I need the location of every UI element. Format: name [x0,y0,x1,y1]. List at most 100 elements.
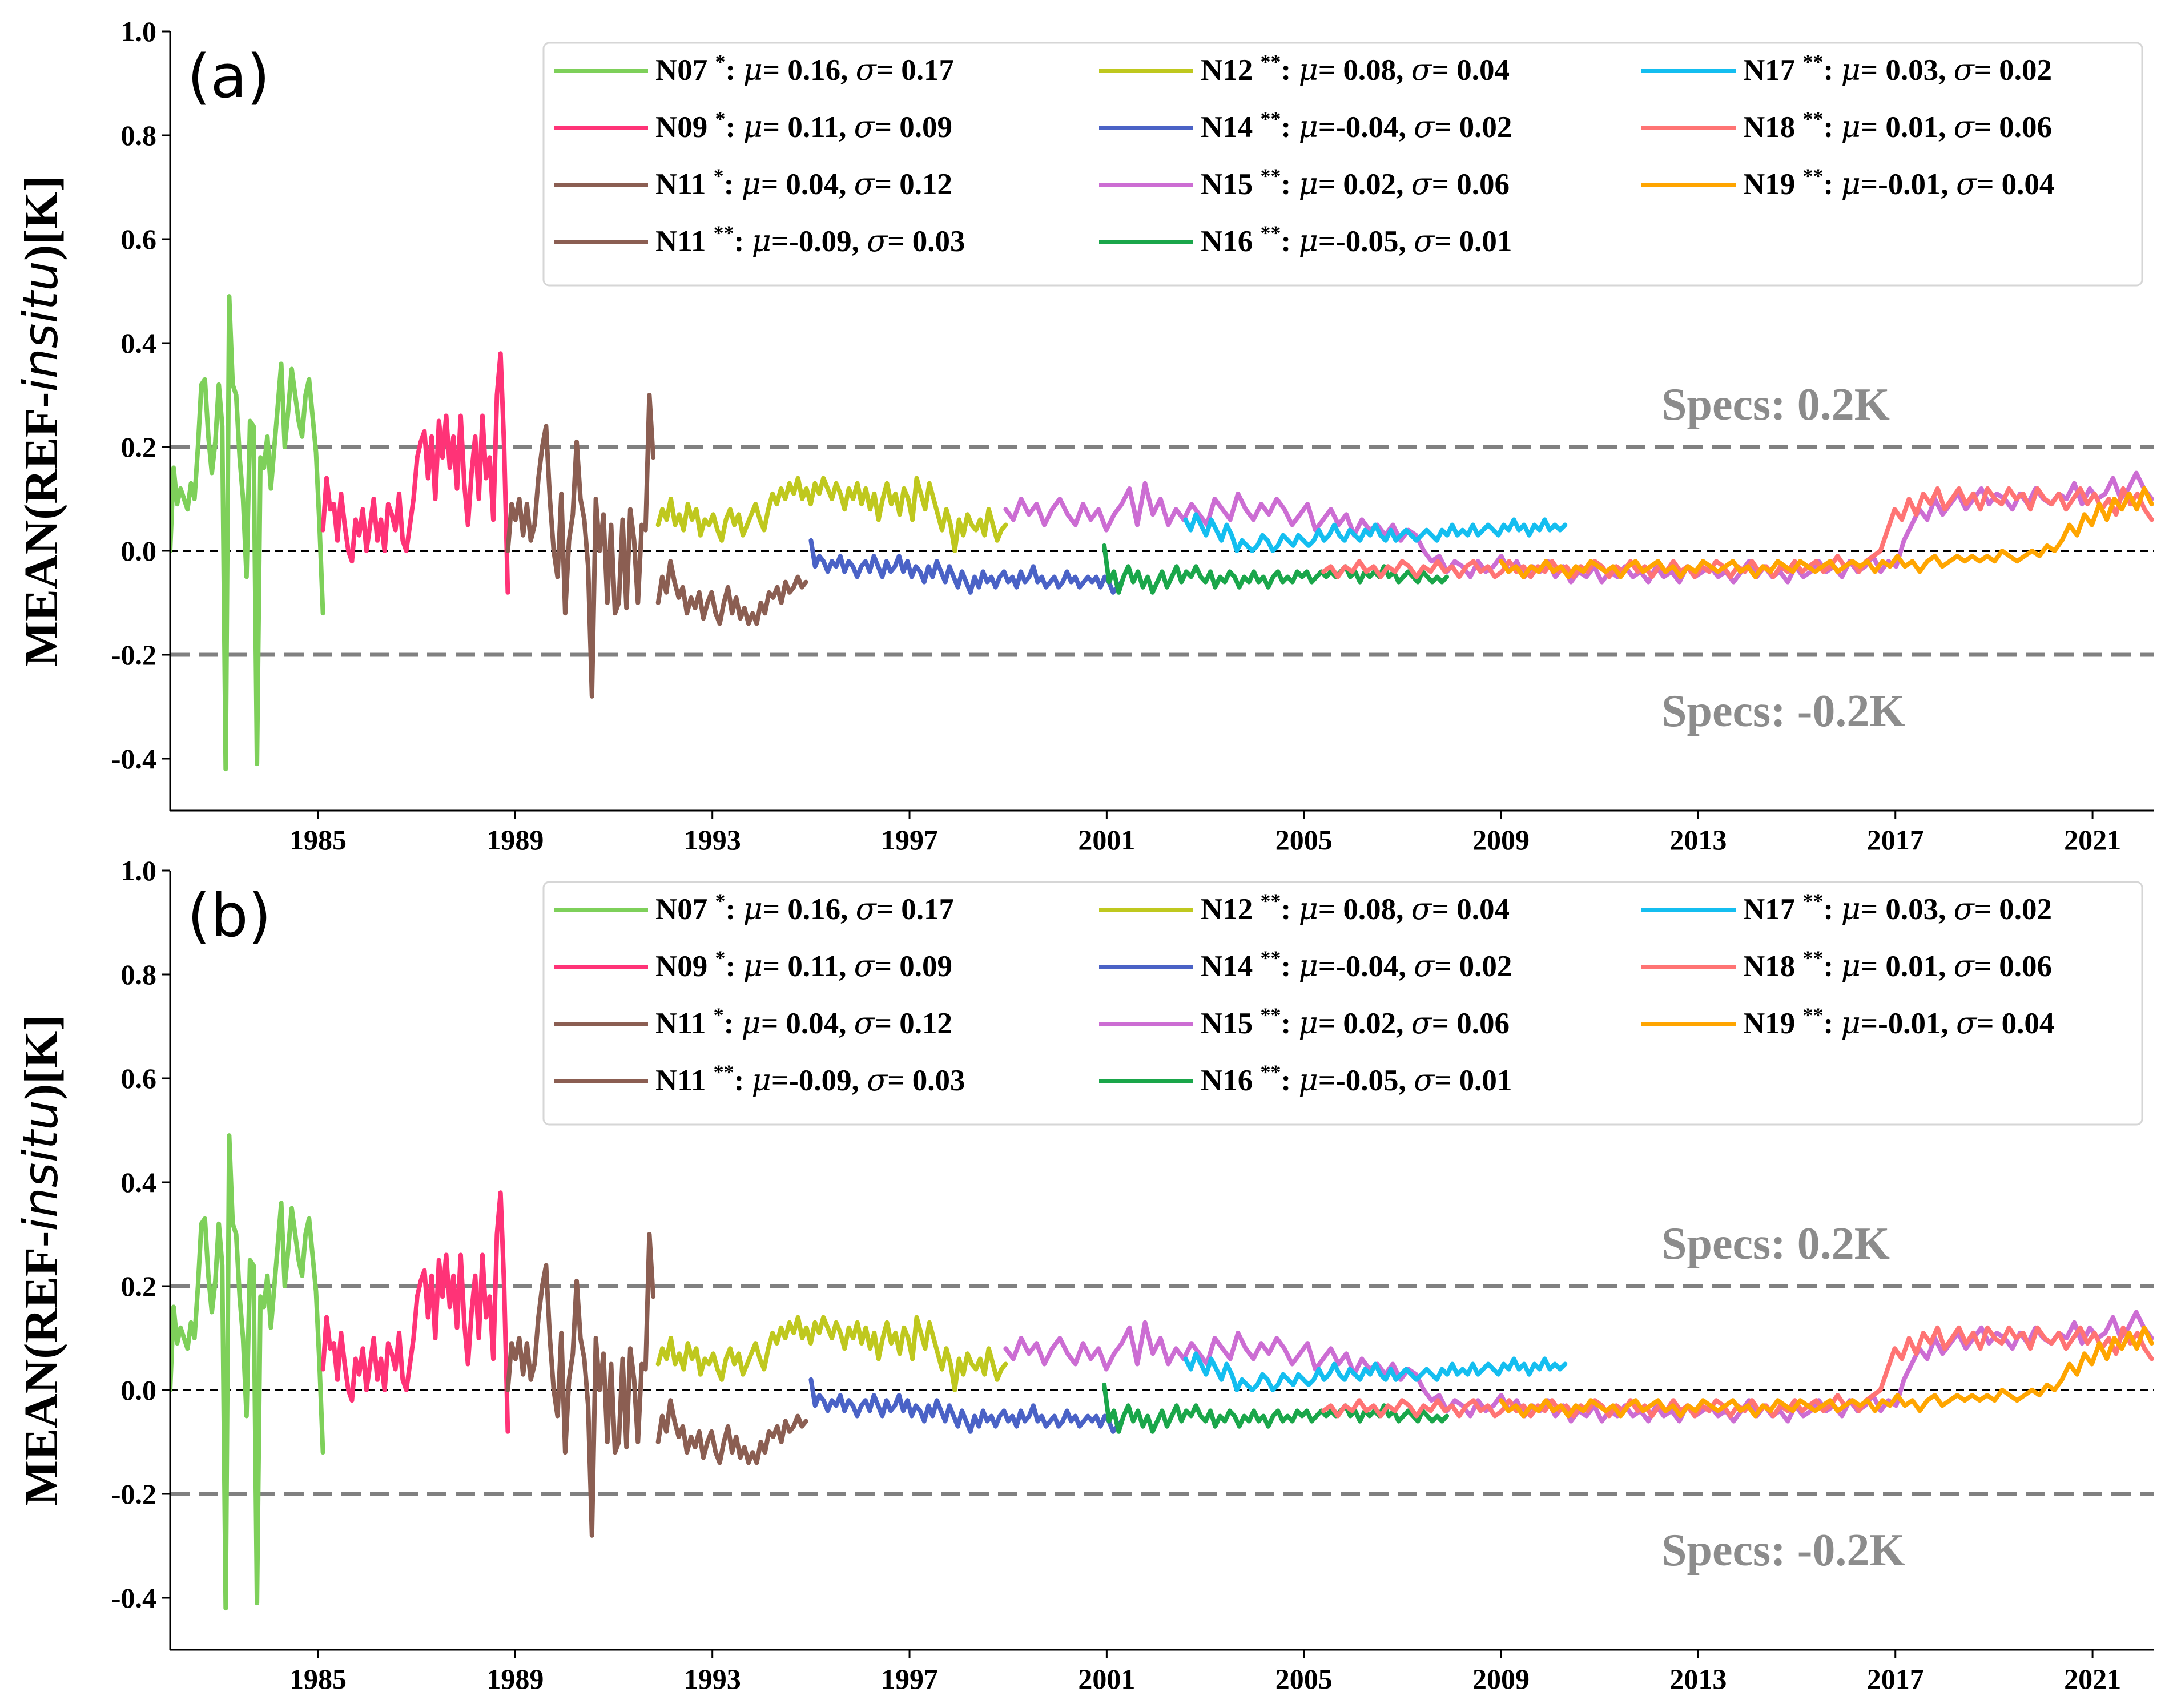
legend-item: N07 *: μ= 0.16, σ= 0.17 [554,889,954,926]
legend-item: N14 **: μ=-0.04, σ= 0.02 [1099,107,1512,144]
x-tick-label: 2021 [2064,1663,2121,1695]
series-line-n11-a [505,393,656,699]
legend-label: N12 **: μ= 0.08, σ= 0.04 [1201,889,1510,926]
x-tick-label: 1985 [289,824,347,856]
y-axis-label: MEAN(REF-insitu)[K] [13,176,69,667]
legend-label: N07 *: μ= 0.16, σ= 0.17 [655,889,954,926]
x-tick-label: 1993 [684,1663,741,1695]
y-tick-label: -0.4 [111,1582,156,1614]
x-tick-label: 2005 [1275,824,1333,856]
legend-item: N19 **: μ=-0.01, σ= 0.04 [1641,164,2054,202]
x-tick-label: 1989 [486,824,544,856]
data-lines [170,294,2154,772]
y-tick-label: 1.0 [121,15,157,47]
legend-item: N09 *: μ= 0.11, σ= 0.09 [554,107,952,144]
x-tick-label: 1989 [486,1663,544,1695]
spec-upper-label: Specs: 0.2K [1661,1219,1890,1269]
spec-lower-label: Specs: -0.2K [1661,686,1905,736]
series-line-n11-b [655,1398,808,1465]
panel-b: -0.4 -0.2 0.0 0.2 0.4 0.6 0.8 1.0 1985 1989 1993 19… [13,855,2154,1695]
legend-item: N07 *: μ= 0.16, σ= 0.17 [554,50,954,87]
y-tick-label: 0.2 [121,431,157,463]
legend-item: N19 **: μ=-0.01, σ= 0.04 [1641,1004,2054,1041]
legend-label: N19 **: μ=-0.01, σ= 0.04 [1743,1004,2054,1041]
legend-item: N16 **: μ=-0.05, σ= 0.01 [1099,221,1512,259]
legend-label: N07 *: μ= 0.16, σ= 0.17 [655,50,954,87]
x-tick-label: 1993 [684,824,741,856]
series-line-n09-a [320,351,510,595]
x-tick-label: 2001 [1078,1663,1135,1695]
y-tick-label: 0.8 [121,958,157,990]
y-axis-label: MEAN(REF-insitu)[K] [13,1015,69,1506]
legend-label: N09 *: μ= 0.11, σ= 0.09 [655,107,952,144]
legend-label: N18 **: μ= 0.01, σ= 0.06 [1743,946,2052,984]
legend-frame [542,42,2143,287]
legend-item: N14 **: μ=-0.04, σ= 0.02 [1099,946,1512,984]
y-tick-label: 0.6 [121,223,157,255]
legend-item: N11 **: μ=-0.09, σ= 0.03 [554,221,965,259]
y-tick-label: 0.0 [121,1374,157,1406]
spec-lower-label: Specs: -0.2K [1661,1525,1905,1576]
series-line-n14-b [808,538,1124,595]
series-line-n12-b [655,1315,1008,1392]
legend-item: N15 **: μ= 0.02, σ= 0.06 [1099,1004,1510,1041]
y-tick-label: 0.6 [121,1062,157,1094]
legend-item: N11 *: μ= 0.04, σ= 0.12 [554,164,952,202]
x-tick-label: 2001 [1078,824,1135,856]
x-tick-label: 1985 [289,1663,347,1695]
series-line-n17-b [1183,512,1568,553]
legend-label: N11 **: μ=-0.09, σ= 0.03 [655,221,965,259]
series-line-n07-a [170,294,325,772]
x-tick-label: 2013 [1669,824,1727,856]
panel-label: (a) [187,42,270,111]
legend-item: N11 **: μ=-0.09, σ= 0.03 [554,1061,965,1098]
y-tick-label: -0.4 [111,743,156,775]
y-tick-label: -0.2 [111,1478,156,1510]
legend-label: N14 **: μ=-0.04, σ= 0.02 [1201,107,1512,144]
series-line-n11-b [655,559,808,626]
x-tick-label: 1997 [881,1663,938,1695]
series-line-n07-a [170,1133,325,1611]
legend-item: N16 **: μ=-0.05, σ= 0.01 [1099,1061,1512,1098]
series-line-n09-a [320,1190,510,1434]
series-line-n12-b [655,476,1008,553]
legend-label: N19 **: μ=-0.01, σ= 0.04 [1743,164,2054,202]
y-tick-label: 0.8 [121,119,157,151]
y-tick-label: 0.2 [121,1270,157,1302]
data-lines [170,1133,2154,1611]
legend-label: N16 **: μ=-0.05, σ= 0.01 [1201,221,1512,259]
legend-item: N17 **: μ= 0.03, σ= 0.02 [1641,889,2052,926]
series-line-n19-b [1499,486,2154,579]
x-tick-label: 2009 [1472,1663,1530,1695]
x-tick-label: 2017 [1867,1663,1924,1695]
legend-label: N16 **: μ=-0.05, σ= 0.01 [1201,1061,1512,1098]
series-line-n17-b [1183,1351,1568,1392]
panel-a: -0.4 -0.2 0.0 0.2 0.4 0.6 0.8 1.0 1985 1989 1993 19… [13,15,2154,856]
series-line-n11-a [505,1232,656,1538]
legend-label: N17 **: μ= 0.03, σ= 0.02 [1743,889,2052,926]
legend-item: N12 **: μ= 0.08, σ= 0.04 [1099,889,1510,926]
y-tick-label: 1.0 [121,855,157,887]
series-line-n16-b [1102,543,1450,595]
y-tick-label: 0.4 [121,1166,157,1198]
legend-item: N12 **: μ= 0.08, σ= 0.04 [1099,50,1510,87]
legend-item: N17 **: μ= 0.03, σ= 0.02 [1641,50,2052,87]
legend-item: N18 **: μ= 0.01, σ= 0.06 [1641,946,2052,984]
y-tick-label: 0.4 [121,327,157,359]
legend-label: N18 **: μ= 0.01, σ= 0.06 [1743,107,2052,144]
legend-label: N09 *: μ= 0.11, σ= 0.09 [655,946,952,984]
legend-label: N14 **: μ=-0.04, σ= 0.02 [1201,946,1512,984]
series-line-n16-b [1102,1382,1450,1434]
legend-label: N11 **: μ=-0.09, σ= 0.03 [655,1061,965,1098]
legend-label: N17 **: μ= 0.03, σ= 0.02 [1743,50,2052,87]
spec-upper-label: Specs: 0.2K [1661,380,1890,430]
x-tick-label: 2021 [2064,824,2121,856]
y-tick-label: -0.2 [111,639,156,671]
legend-frame [542,881,2143,1126]
x-tick-label: 2017 [1867,824,1924,856]
legend-item: N09 *: μ= 0.11, σ= 0.09 [554,946,952,984]
x-tick-label: 1997 [881,824,938,856]
x-tick-label: 2005 [1275,1663,1333,1695]
panel-label: (b) [187,881,271,950]
x-tick-label: 2013 [1669,1663,1727,1695]
